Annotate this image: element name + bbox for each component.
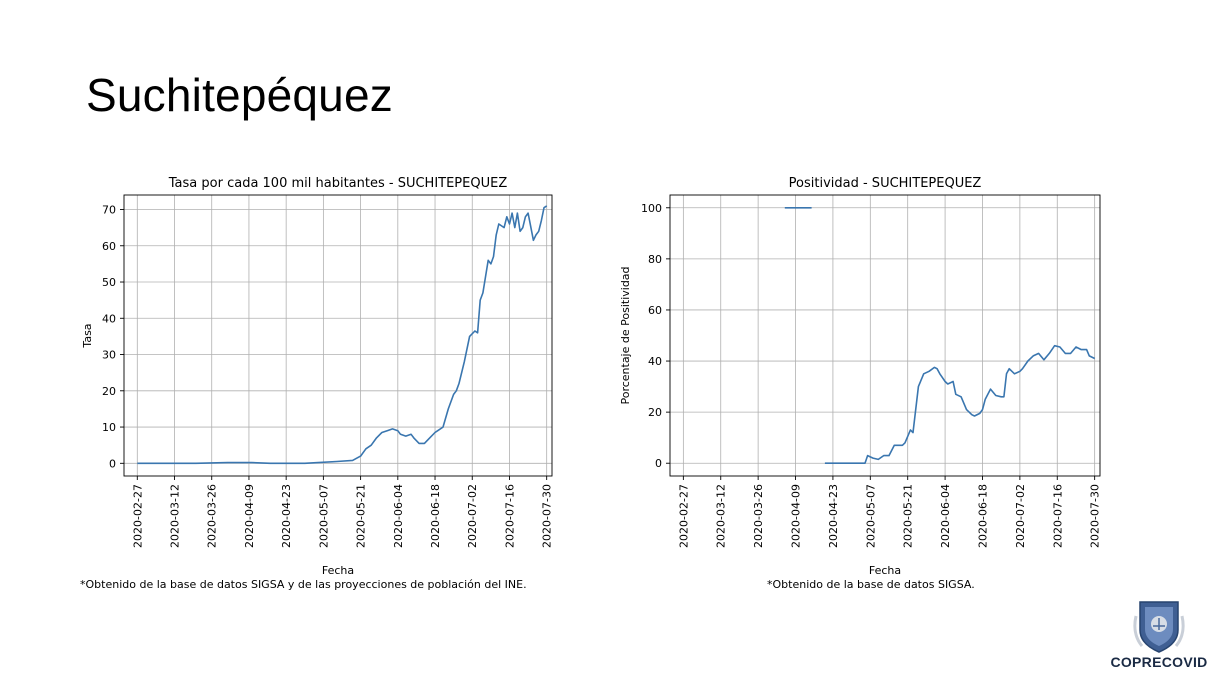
rate-ytick-label: 0 bbox=[109, 457, 116, 470]
rate-xtick-label: 2020-02-27 bbox=[131, 484, 144, 548]
positivity-xtick-label: 2020-07-16 bbox=[1051, 484, 1064, 548]
rate-ytick-label: 70 bbox=[102, 204, 116, 217]
shield-icon bbox=[1133, 601, 1185, 653]
positivity-ytick-label: 40 bbox=[648, 355, 662, 368]
positivity-ytick-label: 60 bbox=[648, 304, 662, 317]
rate-series-line bbox=[137, 205, 548, 465]
positivity-xtick-label: 2020-05-21 bbox=[902, 484, 915, 548]
rate-xtick-label: 2020-05-21 bbox=[355, 484, 368, 548]
positivity-xtick-label: 2020-05-07 bbox=[864, 484, 877, 548]
positivity-xtick-label: 2020-06-04 bbox=[939, 484, 952, 548]
positivity-series-line bbox=[824, 344, 1096, 465]
rate-xtick-label: 2020-06-18 bbox=[429, 484, 442, 548]
positivity-ytick-label: 0 bbox=[655, 457, 662, 470]
rate-chart-title: Tasa por cada 100 mil habitantes - SUCHI… bbox=[168, 176, 508, 191]
slide-title: Suchitepéquez bbox=[86, 69, 393, 121]
rate-xtick-label: 2020-07-16 bbox=[503, 484, 516, 548]
rate-xtick-label: 2020-05-07 bbox=[317, 484, 330, 548]
positivity-xtick-label: 2020-03-26 bbox=[752, 484, 765, 548]
rate-xtick-label: 2020-04-09 bbox=[243, 484, 256, 548]
positivity-ytick-label: 20 bbox=[648, 406, 662, 419]
positivity-xtick-label: 2020-02-27 bbox=[677, 484, 690, 548]
logo-text: COPRECOVID bbox=[1110, 654, 1208, 670]
positivity-xtick-label: 2020-06-18 bbox=[976, 484, 989, 548]
coprecovid-logo: COPRECOVID bbox=[1098, 596, 1220, 676]
rate-xtick-label: 2020-04-23 bbox=[280, 484, 293, 548]
positivity-x-axis-label: Fecha bbox=[869, 564, 901, 577]
positivity-xtick-label: 2020-03-12 bbox=[715, 484, 728, 548]
rate-y-axis-label: Tasa bbox=[81, 323, 94, 348]
rate-ytick-label: 50 bbox=[102, 276, 116, 289]
positivity-xtick-label: 2020-07-02 bbox=[1014, 484, 1027, 548]
positivity-xtick-label: 2020-07-30 bbox=[1089, 484, 1102, 548]
rate-ytick-label: 40 bbox=[102, 312, 116, 325]
rate-chart-caption: *Obtenido de la base de datos SIGSA y de… bbox=[80, 578, 527, 591]
rate-ytick-label: 10 bbox=[102, 421, 116, 434]
rate-xtick-label: 2020-06-04 bbox=[392, 484, 405, 548]
positivity-y-axis-label: Porcentaje de Positividad bbox=[619, 266, 632, 404]
rate-ytick-label: 60 bbox=[102, 240, 116, 253]
positivity-chart-caption: *Obtenido de la base de datos SIGSA. bbox=[767, 578, 975, 591]
positivity-ytick-label: 100 bbox=[641, 202, 662, 215]
positivity-xtick-label: 2020-04-23 bbox=[827, 484, 840, 548]
rate-ytick-label: 30 bbox=[102, 349, 116, 362]
positivity-plot-frame bbox=[669, 194, 1101, 477]
rate-xtick-label: 2020-07-02 bbox=[466, 484, 479, 548]
rate-xtick-label: 2020-03-26 bbox=[206, 484, 219, 548]
positivity-xtick-label: 2020-04-09 bbox=[790, 484, 803, 548]
rate-plot-frame bbox=[123, 194, 553, 477]
rate-xtick-label: 2020-07-30 bbox=[541, 484, 554, 548]
rate-ytick-label: 20 bbox=[102, 385, 116, 398]
positivity-ytick-label: 80 bbox=[648, 253, 662, 266]
rate-x-axis-label: Fecha bbox=[322, 564, 354, 577]
rate-xtick-label: 2020-03-12 bbox=[169, 484, 182, 548]
positivity-chart-title: Positividad - SUCHITEPEQUEZ bbox=[789, 176, 982, 191]
